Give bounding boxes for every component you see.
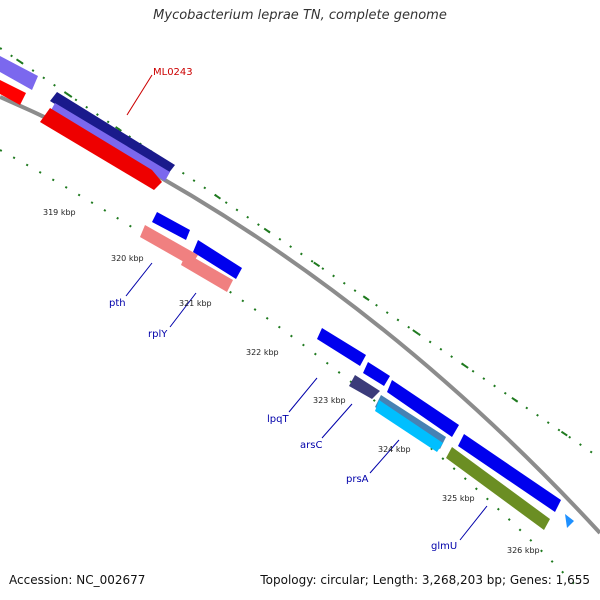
gene-label-rplY: rplY [148, 329, 168, 340]
kbp-label: 321 kbp [179, 299, 212, 308]
gene-block-red [40, 108, 162, 190]
inner-minor-ticks [0, 149, 581, 591]
lpqT-leader-line [288, 377, 318, 413]
gene-block-blue-1 [152, 212, 190, 240]
gene-block-small-cyan [565, 514, 574, 528]
kbp-label: 323 kbp [313, 396, 346, 405]
kbp-label: 320 kbp [111, 254, 144, 263]
kbp-labels: 319 kbp 320 kbp 321 kbp 322 kbp 323 kbp … [43, 208, 540, 555]
gene-label-arsC: arsC [300, 440, 322, 451]
arsC-leader-line [321, 403, 353, 439]
accession-text: Accession: NC_002677 [9, 573, 146, 587]
gene-block-ml0243 [50, 103, 170, 181]
gene-block-blue-4 [387, 380, 459, 437]
gene-block-partial-red [0, 80, 26, 105]
gene-block-glmU [446, 447, 550, 530]
gene-block-lpqT [317, 328, 366, 366]
ml0243-leader-line [126, 74, 153, 116]
gene-name-labels: ML0243 pth rplY lpqT arsC prsA glmU [109, 67, 457, 552]
gene-block-partial-slateblue [0, 56, 38, 90]
map-title: Mycobacterium leprae TN, complete genome [153, 8, 447, 23]
gene-block-blue-5 [458, 434, 561, 512]
glmU-leader-line [459, 505, 488, 541]
kbp-label: 326 kbp [507, 546, 540, 555]
kbp-label: 322 kbp [246, 348, 279, 357]
genome-summary-text: Topology: circular; Length: 3,268,203 bp… [260, 573, 590, 587]
gene-block-blue-2 [193, 240, 242, 279]
prsA-leader-line [369, 439, 400, 474]
outer-minor-ticks [0, 47, 600, 459]
gene-label-pth: pth [109, 298, 126, 309]
gene-block-blue-3 [363, 362, 390, 386]
inner-tick-ring [0, 149, 581, 591]
pth-leader-line [125, 262, 153, 297]
gene-block-arsC [349, 375, 380, 399]
gene-features [0, 56, 574, 530]
kbp-label: 325 kbp [442, 494, 475, 503]
gene-block-pth [140, 225, 198, 266]
outer-major-ticks [0, 47, 600, 459]
gene-label-prsA: prsA [346, 474, 369, 485]
gene-label-glmU: glmU [431, 541, 457, 552]
label-leaders [125, 74, 488, 541]
gene-label-ml0243: ML0243 [153, 67, 193, 78]
gene-label-lpqT: lpqT [267, 414, 289, 425]
rplY-leader-line [169, 292, 197, 328]
gene-block-ml0243-dark [50, 92, 175, 174]
kbp-label: 324 kbp [378, 445, 411, 454]
outer-tick-ring [0, 47, 600, 459]
kbp-label: 319 kbp [43, 208, 76, 217]
gene-block-prsA [375, 400, 443, 452]
gene-block-rplY [181, 253, 233, 292]
